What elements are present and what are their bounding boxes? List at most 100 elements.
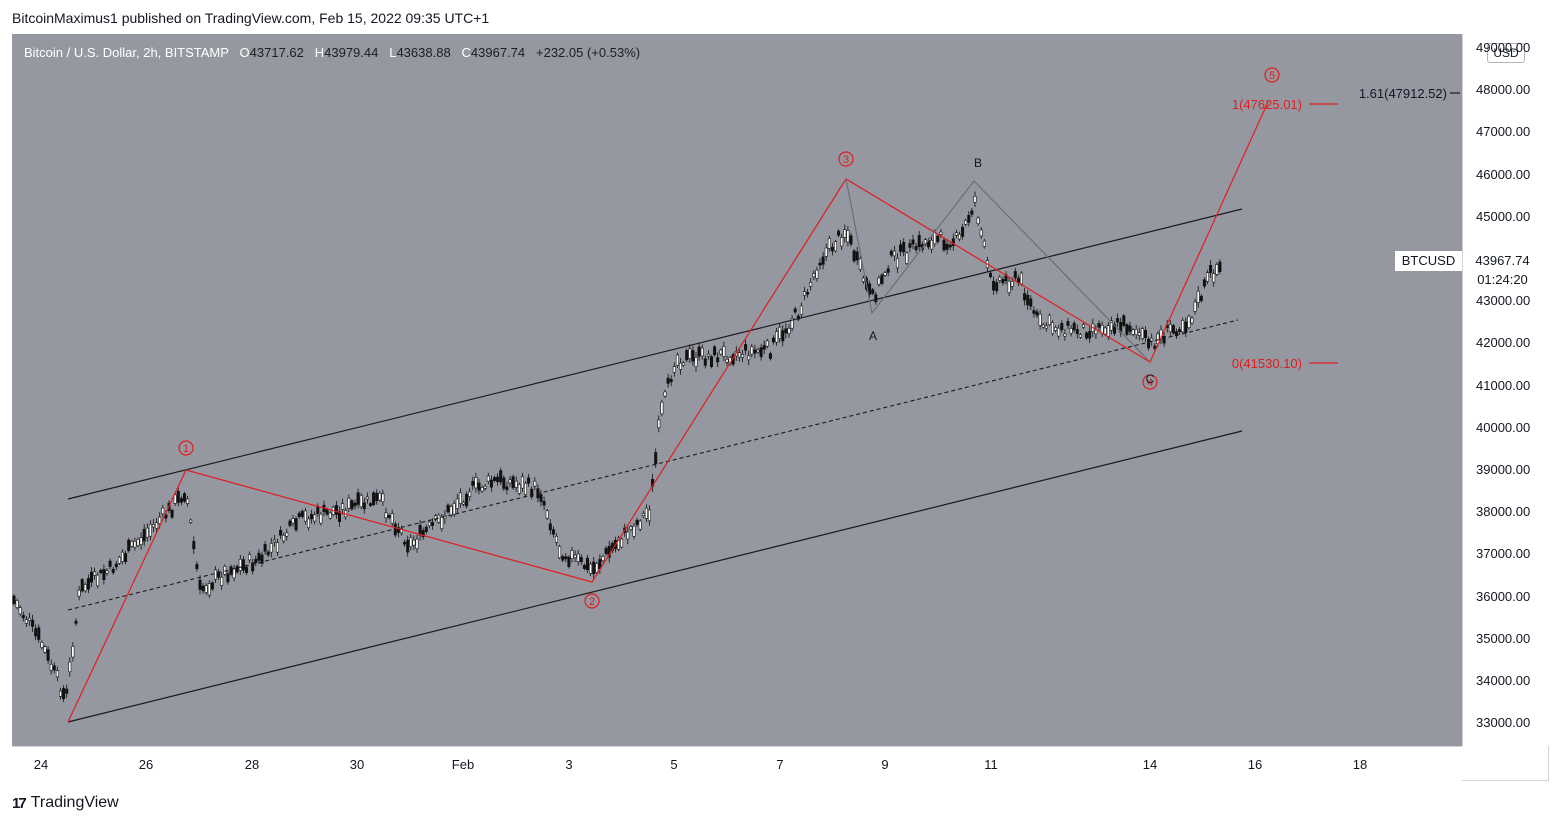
candle-body: [390, 513, 394, 524]
last-price-box: 43967.74 01:24:20: [1463, 251, 1542, 289]
candle-body: [682, 362, 686, 366]
candle-body: [111, 568, 115, 573]
candle-body: [316, 506, 320, 514]
candle-body: [83, 584, 87, 592]
candle-body: [753, 349, 757, 354]
candle-body: [1078, 334, 1082, 338]
candle-body: [1094, 329, 1098, 335]
candle-body: [37, 627, 41, 640]
time-tick-label: 3: [565, 757, 573, 772]
candle-body: [303, 510, 307, 522]
candle-body: [40, 642, 44, 648]
candle-body: [300, 511, 304, 517]
candle-body: [27, 617, 31, 621]
candle-body: [155, 522, 159, 529]
tradingview-brand[interactable]: 17 TradingView: [12, 794, 119, 812]
candle-body: [372, 492, 376, 506]
time-tick-label: Feb: [451, 757, 475, 772]
legend-open-value: 43717.62: [249, 45, 304, 60]
candle-body: [161, 507, 165, 515]
wave-4-marker: 4: [1142, 374, 1158, 390]
candle-body: [1085, 332, 1089, 339]
candle-body: [954, 232, 958, 236]
candle-body: [142, 529, 146, 542]
candle-body: [46, 649, 50, 661]
candle-body: [1122, 315, 1126, 326]
candle-body: [886, 268, 890, 273]
candle-body: [787, 327, 791, 334]
candle-body: [558, 546, 562, 559]
candle-body: [713, 346, 717, 356]
fib-ext-label: 1.61(47912.52): [1359, 86, 1447, 101]
candle-body: [982, 240, 986, 247]
candle-body: [517, 484, 521, 494]
candle-body: [198, 579, 202, 590]
candle-body: [942, 239, 946, 251]
candle-body: [765, 340, 769, 347]
candle-body: [130, 540, 134, 547]
candle-body: [824, 247, 828, 257]
currency-button[interactable]: USD: [1487, 43, 1525, 63]
candle-body: [124, 552, 128, 562]
candle-body: [279, 529, 283, 536]
candle-body: [288, 520, 292, 526]
candle-body: [90, 571, 94, 583]
candle-body: [275, 542, 279, 553]
candle-body: [105, 570, 109, 574]
candle-body: [21, 614, 25, 619]
time-scale[interactable]: [12, 746, 1462, 782]
candle-body: [189, 519, 193, 523]
candle-body: [1140, 328, 1144, 339]
candle-body: [337, 511, 341, 522]
candle-body: [1082, 324, 1086, 328]
price-scale[interactable]: [1462, 34, 1550, 746]
candle-body: [266, 551, 270, 556]
candle-body: [697, 346, 701, 357]
candle-body: [759, 347, 763, 358]
candle-body: [114, 563, 118, 568]
candle-body: [418, 524, 422, 536]
candle-body: [775, 331, 779, 343]
price-tick-label: 41000.00: [1476, 377, 1531, 393]
candle-body: [1097, 323, 1101, 328]
candle-body: [725, 358, 729, 363]
candle-body: [514, 480, 518, 488]
candle-body: [917, 235, 921, 247]
candle-body: [499, 470, 503, 483]
price-tick-label: 38000.00: [1476, 504, 1531, 520]
candle-body: [434, 515, 438, 520]
candle-body: [1057, 327, 1061, 337]
candle-body: [880, 274, 884, 284]
candle-body: [709, 356, 713, 367]
candle-body: [511, 476, 515, 489]
candle-body: [883, 272, 887, 276]
time-tick-label: 14: [1142, 757, 1158, 772]
candle-body: [1178, 329, 1182, 333]
candle-body: [207, 583, 211, 596]
candle-body: [232, 568, 236, 579]
candle-body: [409, 537, 413, 547]
candle-body: [570, 550, 574, 559]
chart-legend: Bitcoin / U.S. Dollar, 2h, BITSTAMP O437…: [24, 45, 640, 60]
candle-body: [539, 494, 543, 502]
wave-3-label: 3: [843, 154, 849, 166]
candle-body: [285, 532, 289, 537]
candle-body: [654, 452, 658, 465]
candle-body: [815, 269, 819, 279]
candle-body: [412, 539, 416, 546]
candle-body: [139, 537, 143, 545]
candle-body: [461, 501, 465, 505]
candle-body: [471, 481, 475, 486]
candle-body: [1181, 320, 1185, 333]
candle-body: [936, 235, 940, 242]
candle-body: [740, 354, 744, 358]
wave-2-label: 2: [589, 596, 595, 608]
wave-4-label: 4: [1147, 377, 1153, 389]
candle-body: [359, 495, 363, 508]
candle-body: [1209, 265, 1213, 273]
candle-body: [263, 544, 267, 552]
chart-pane[interactable]: [12, 34, 1462, 746]
candle-body: [778, 326, 782, 339]
candle-body: [117, 556, 121, 564]
candle-body: [80, 579, 84, 592]
